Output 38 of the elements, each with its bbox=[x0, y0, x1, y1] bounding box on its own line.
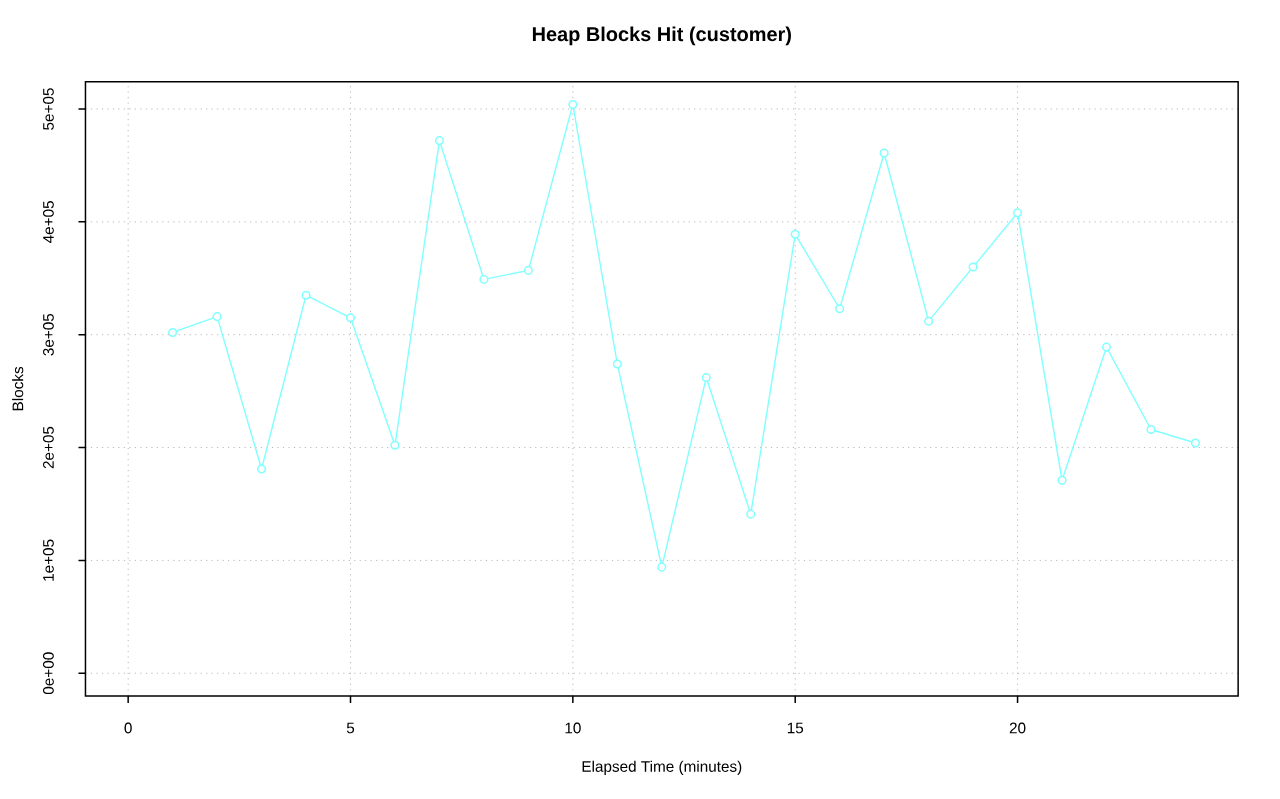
point bbox=[701, 373, 711, 383]
point bbox=[835, 304, 845, 314]
chart-title: Heap Blocks Hit (customer) bbox=[532, 26, 791, 46]
y-tick-label: 0e+00 bbox=[43, 652, 54, 695]
point bbox=[390, 440, 400, 450]
x-tick-label: 10 bbox=[565, 722, 581, 734]
point bbox=[212, 312, 222, 322]
x-tick-label: 0 bbox=[124, 722, 132, 734]
x-tick-label: 15 bbox=[787, 722, 804, 734]
point bbox=[1190, 438, 1200, 448]
point bbox=[612, 359, 622, 369]
point bbox=[257, 464, 267, 474]
point bbox=[968, 262, 978, 272]
y-tick-label: 2e+05 bbox=[43, 426, 54, 469]
point bbox=[1146, 425, 1156, 435]
point bbox=[168, 328, 178, 338]
point bbox=[1101, 342, 1112, 352]
point bbox=[523, 266, 533, 276]
point bbox=[568, 100, 578, 110]
point bbox=[434, 136, 444, 146]
point bbox=[1057, 475, 1067, 485]
point bbox=[657, 562, 667, 572]
point bbox=[479, 275, 489, 285]
x-tick-label: 20 bbox=[1009, 722, 1026, 734]
y-axis-title: Blocks bbox=[12, 367, 24, 411]
x-axis-title: Elapsed Time (minutes) bbox=[582, 760, 742, 776]
y-tick-label: 1e+05 bbox=[43, 539, 54, 581]
point bbox=[301, 290, 311, 300]
point bbox=[1013, 208, 1023, 218]
point bbox=[746, 509, 756, 519]
point bbox=[790, 229, 800, 239]
y-tick-label: 3e+05 bbox=[43, 314, 54, 356]
x-tick-label: 5 bbox=[346, 722, 355, 734]
y-tick-label: 5e+05 bbox=[43, 88, 54, 131]
point bbox=[879, 148, 889, 158]
y-tick-label: 4e+05 bbox=[43, 201, 54, 244]
point bbox=[924, 316, 934, 326]
point bbox=[345, 313, 356, 323]
